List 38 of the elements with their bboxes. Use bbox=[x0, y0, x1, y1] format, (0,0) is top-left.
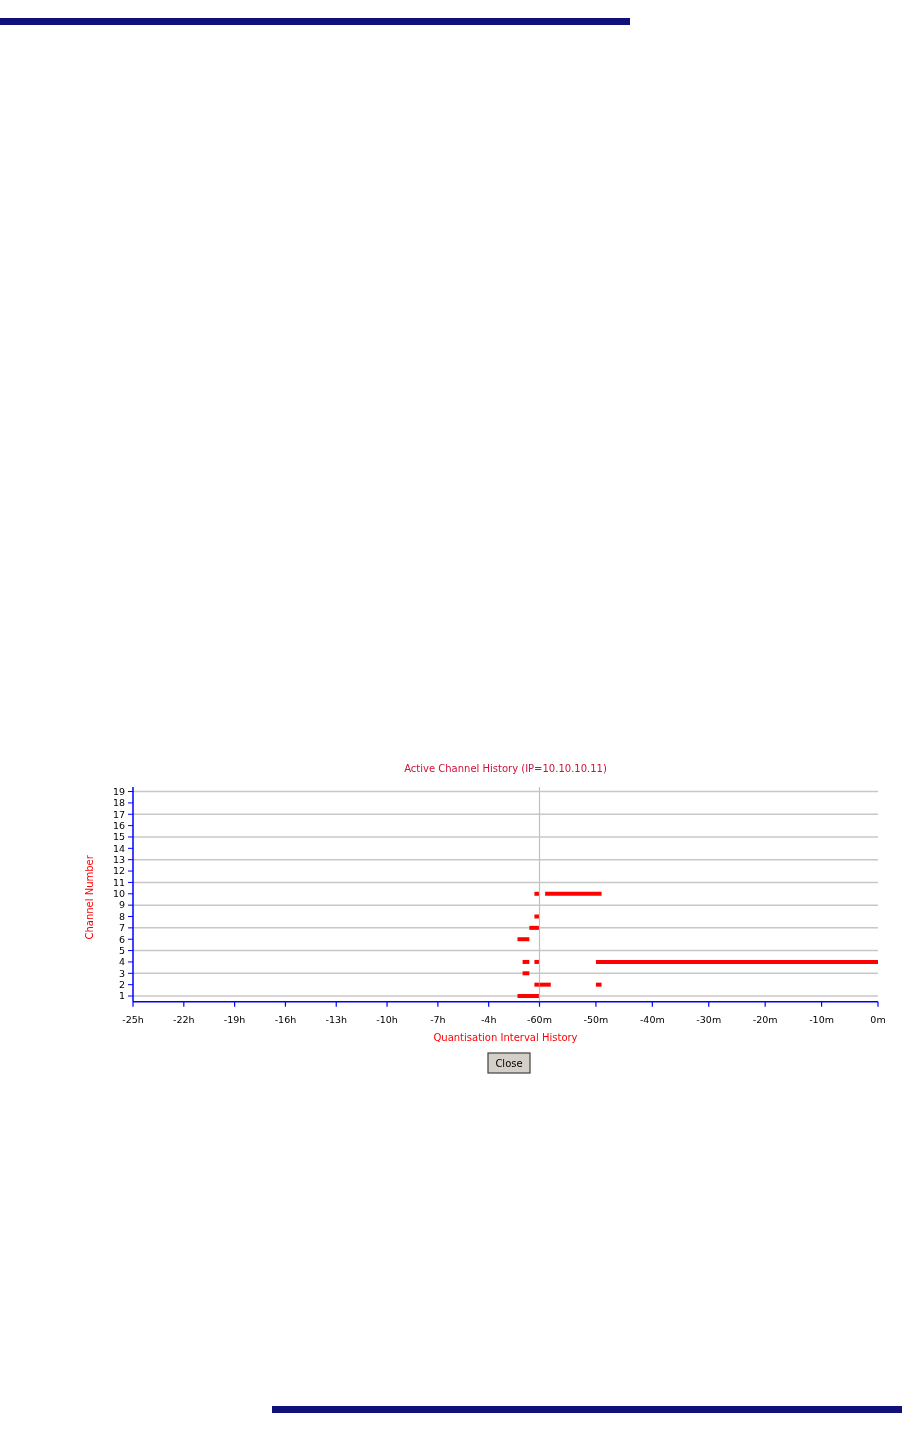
y-tick-label: 13 bbox=[112, 854, 125, 866]
x-tick-label: -50m bbox=[583, 1013, 609, 1025]
y-tick-label: 8 bbox=[118, 910, 125, 922]
y-tick-label: 11 bbox=[112, 876, 125, 888]
close-button: Close bbox=[487, 1052, 531, 1074]
y-tick-label: 3 bbox=[118, 967, 125, 979]
y-tick-label: 15 bbox=[112, 831, 125, 843]
y-tick-label: 2 bbox=[118, 978, 125, 990]
y-tick-label: 5 bbox=[118, 944, 125, 956]
y-tick-label: 18 bbox=[112, 797, 125, 809]
chart-title: Active Channel History (IP=10.10.10.11) bbox=[404, 763, 607, 774]
x-tick-label: -16h bbox=[274, 1013, 297, 1025]
y-tick-label: 17 bbox=[112, 808, 125, 820]
y-tick-label: 19 bbox=[112, 785, 125, 797]
x-tick-label: -10h bbox=[376, 1013, 398, 1025]
y-tick-label: 9 bbox=[118, 899, 125, 911]
x-tick-label: -7h bbox=[430, 1013, 446, 1025]
x-tick-label: -60m bbox=[527, 1013, 552, 1025]
x-tick-label: -13h bbox=[325, 1013, 348, 1025]
y-tick-label: 12 bbox=[112, 865, 125, 877]
y-tick-label: 1 bbox=[118, 990, 125, 1002]
x-tick-label: -4h bbox=[480, 1013, 497, 1025]
y-tick-label: 14 bbox=[112, 842, 125, 854]
x-tick-label: -19h bbox=[223, 1013, 246, 1025]
y-tick-label: 10 bbox=[112, 888, 125, 900]
x-tick-label: 0m bbox=[870, 1013, 886, 1025]
x-tick-label: -25h bbox=[122, 1013, 144, 1025]
y-axis-title: Channel Number bbox=[84, 854, 95, 940]
x-axis-title: Quantisation Interval History bbox=[433, 1032, 578, 1043]
x-tick-label: -10m bbox=[809, 1013, 834, 1025]
x-tick-label: -20m bbox=[752, 1013, 778, 1025]
x-tick-label: -40m bbox=[639, 1013, 665, 1025]
y-tick-label: 7 bbox=[118, 922, 125, 934]
y-tick-label: 16 bbox=[112, 819, 125, 831]
x-tick-label: -22h bbox=[173, 1013, 195, 1025]
y-tick-label: 4 bbox=[118, 956, 125, 968]
x-tick-label: -30m bbox=[696, 1013, 722, 1025]
y-tick-label: 6 bbox=[118, 933, 125, 945]
